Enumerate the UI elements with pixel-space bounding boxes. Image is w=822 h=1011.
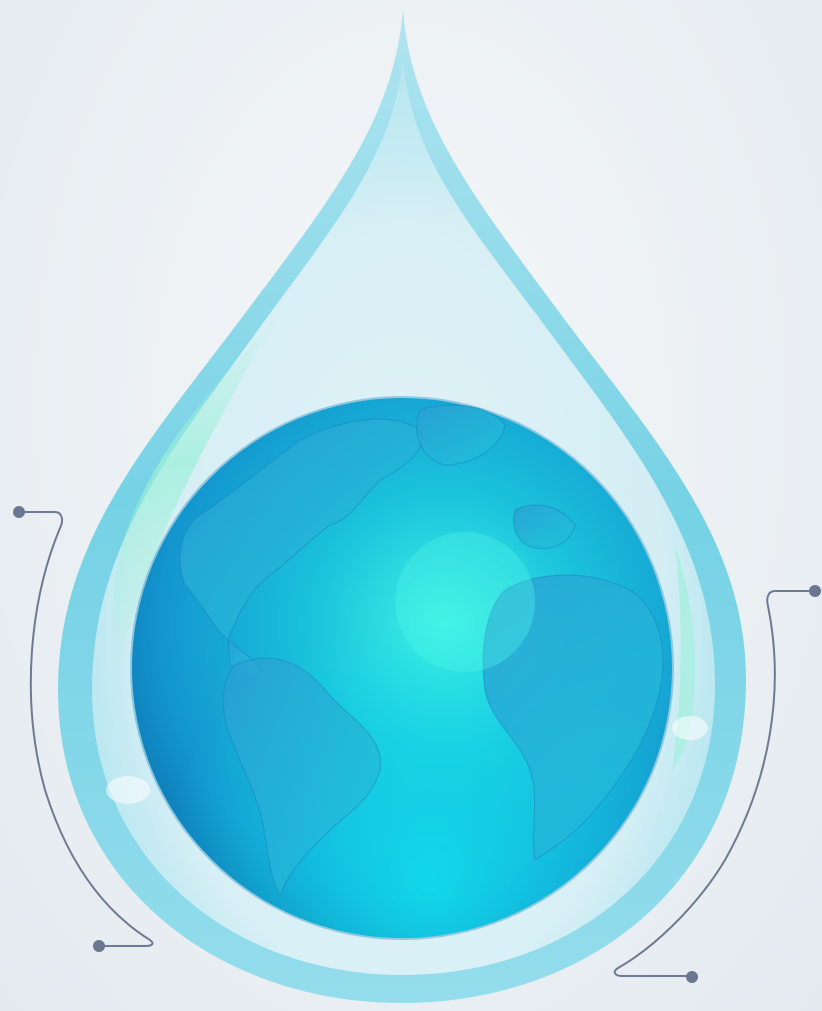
connector-right-dot-top	[809, 585, 821, 597]
drop-highlight-left	[112, 315, 279, 680]
connector-left-dot-bottom	[93, 940, 105, 952]
connector-left-dot-top	[13, 506, 25, 518]
continents	[179, 404, 664, 897]
connector-left	[20, 511, 154, 947]
drop-highlight-right	[672, 545, 696, 770]
connector-right	[613, 590, 815, 977]
connector-right-dot-bottom	[686, 971, 698, 983]
